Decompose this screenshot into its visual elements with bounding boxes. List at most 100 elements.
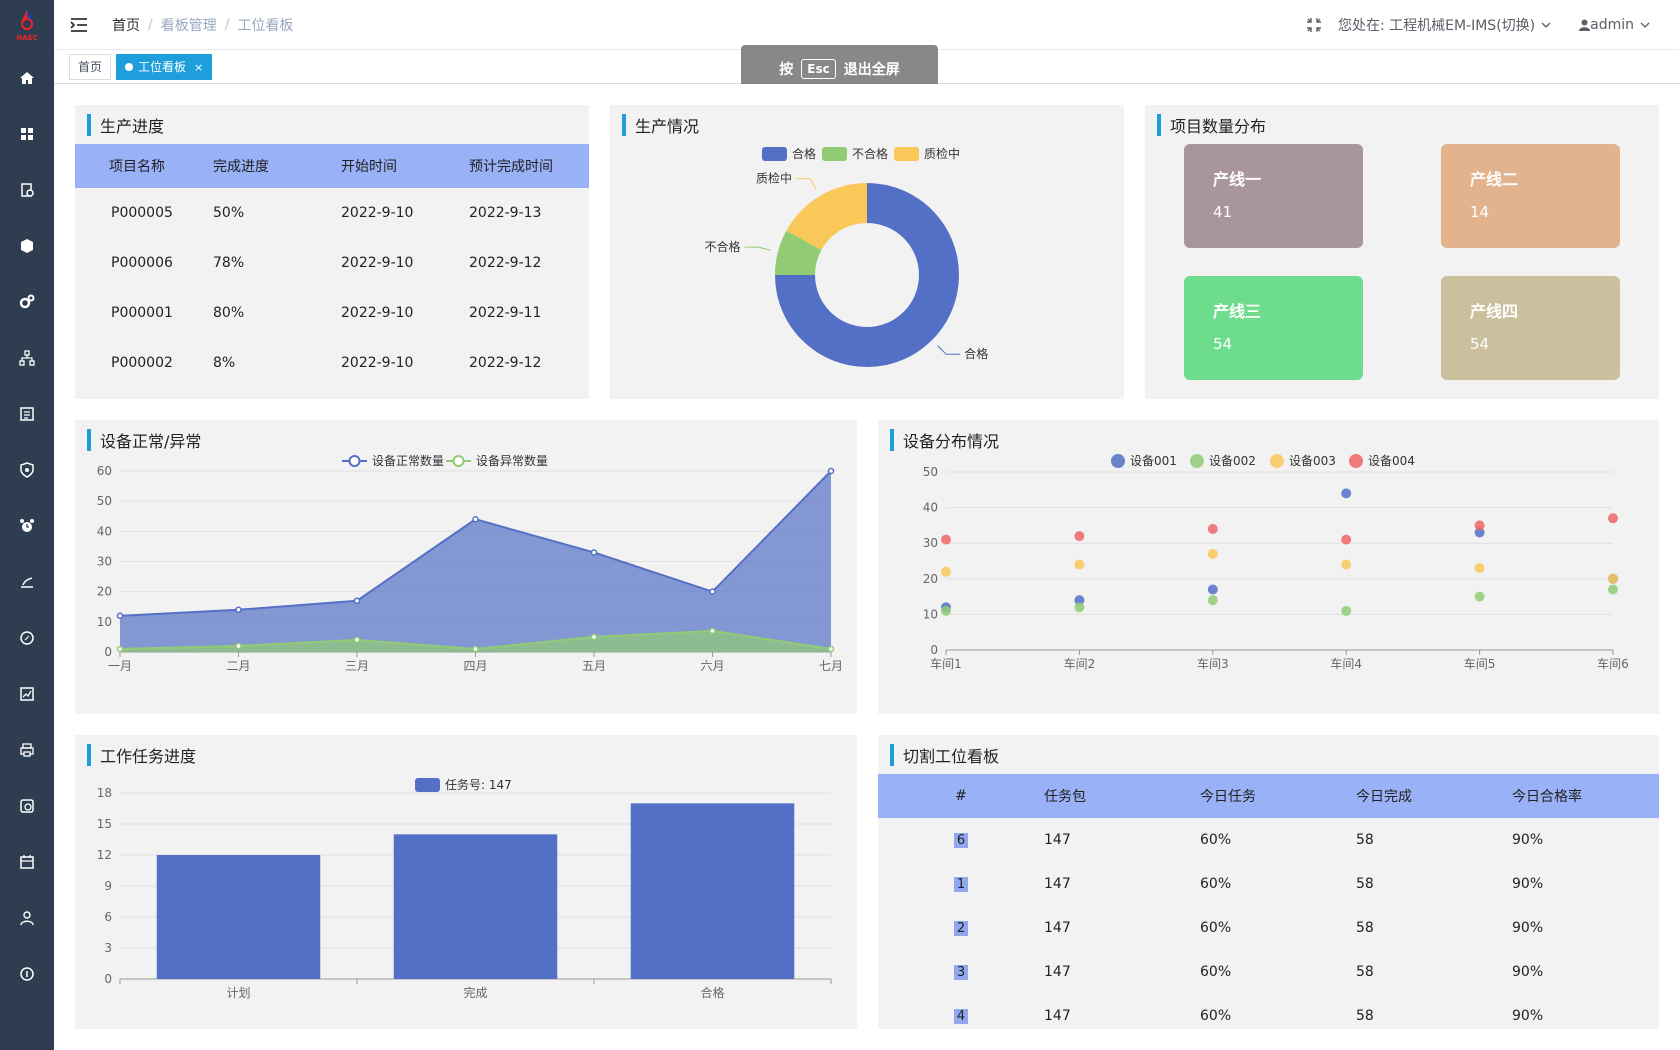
cutting-station-panel: 切割工位看板 # 任务包 今日任务 今日完成 今日合格率 6 147 60% 58 90… — [878, 735, 1659, 1029]
active-dot — [125, 63, 133, 71]
label-line — [744, 246, 771, 251]
table-row: P000005 50% 2022-9-10 2022-9-13 — [75, 188, 589, 238]
sidebar-item-document[interactable] — [0, 162, 54, 218]
table-row: 6 147 60% 58 90% — [878, 818, 1659, 862]
sidebar-item-printer[interactable] — [0, 722, 54, 778]
data-point — [235, 606, 242, 614]
data-point — [116, 612, 124, 620]
user-menu[interactable]: admin — [1579, 17, 1650, 33]
x-tick-label: 三月 — [345, 659, 369, 673]
table-cell: 58 — [1356, 920, 1374, 936]
table-cell: 2022-9-10 — [341, 305, 414, 321]
task-progress-panel: 工作任务进度 0 3 6 9 12 15 18 计划 完成 合格 任务号: 147 — [75, 735, 857, 1029]
y-tick-label: 30 — [923, 536, 938, 550]
x-tick-label: 合格 — [700, 985, 724, 1000]
sidebar-item-home[interactable] — [0, 50, 54, 106]
card-value: 41 — [1213, 203, 1233, 221]
document-icon — [21, 183, 34, 197]
sidebar-item-chart[interactable] — [0, 666, 54, 722]
table-cell: 50% — [213, 205, 245, 221]
scatter-point — [1608, 584, 1618, 595]
scatter-chart: 0 10 20 30 40 50 车间1 车间2 车间3 车间4 车间5 车间6 设备001 设备002 设… — [923, 454, 1629, 671]
table-header: 完成进度 — [213, 144, 341, 188]
panel-title: 切割工位看板 — [890, 743, 999, 767]
tag-station-board[interactable]: 工位看板 × — [116, 54, 213, 80]
card-name: 产线二 — [1470, 170, 1519, 189]
scatter-point — [1608, 573, 1618, 584]
title-bar — [87, 429, 91, 451]
line-card-4: 产线四 54 — [1441, 276, 1620, 380]
scatter-point — [941, 534, 951, 545]
sidebar-item-dashboard[interactable] — [0, 106, 54, 162]
panel-title: 设备正常/异常 — [87, 428, 201, 452]
sidebar-item-calendar[interactable] — [0, 834, 54, 890]
scatter-point — [1074, 531, 1085, 542]
table-header: 项目名称 — [75, 144, 213, 188]
slice-label: 质检中 — [756, 171, 792, 186]
person-icon — [20, 911, 34, 926]
scatter-point — [1474, 527, 1485, 538]
location-switcher[interactable]: 您处在: 工程机械EM-IMS(切换) — [1338, 15, 1551, 35]
title-bar — [87, 114, 91, 136]
svg-text:NAEC: NAEC — [16, 34, 37, 42]
table-cell: P000001 — [111, 305, 173, 321]
y-tick-label: 0 — [104, 645, 112, 659]
sidebar-item-compass[interactable] — [0, 610, 54, 666]
scatter-point — [1474, 591, 1485, 602]
scatter-point — [1341, 559, 1352, 570]
table-header: 任务包 — [1044, 774, 1200, 818]
table-cell: 60% — [1200, 876, 1232, 892]
fullscreen-exit-icon[interactable] — [1306, 17, 1322, 33]
disk-icon — [20, 799, 34, 813]
shield-icon — [20, 462, 34, 478]
donut-slice — [775, 230, 822, 275]
tag-label: 工位看板 — [138, 60, 187, 74]
sidebar-item-network[interactable] — [0, 330, 54, 386]
x-tick-label: 车间4 — [1330, 656, 1362, 671]
x-tick-label: 车间1 — [930, 656, 962, 671]
sidebar-item-disk[interactable] — [0, 778, 54, 834]
location-label: 您处在: 工程机械EM-IMS(切换) — [1337, 18, 1536, 34]
panel-title-text: 生产进度 — [100, 117, 165, 136]
hamburger-icon[interactable] — [70, 16, 88, 34]
sidebar-item-about[interactable] — [0, 946, 54, 1002]
top-header: 首页 / 看板管理 / 工位看板 您处在: 工程机械EM-IMS(切换) adm… — [54, 0, 1680, 50]
sidebar-item-alarm[interactable] — [0, 498, 54, 554]
data-point — [116, 645, 124, 653]
data-point — [353, 597, 361, 604]
table-cell: 58 — [1356, 832, 1374, 848]
card-value: 54 — [1470, 335, 1490, 353]
sidebar-item-report[interactable] — [0, 386, 54, 442]
table-cell: P000006 — [111, 255, 173, 271]
table-cell: 147 — [1044, 1008, 1071, 1024]
legend-label: 设备001 — [1130, 454, 1177, 468]
scatter-point — [1207, 548, 1218, 559]
close-icon[interactable]: × — [194, 61, 204, 74]
sidebar-item-person[interactable] — [0, 890, 54, 946]
y-tick-label: 0 — [104, 972, 112, 986]
logo-icon: NAEC — [16, 10, 38, 42]
table-cell: 2022-9-10 — [341, 205, 414, 221]
data-point — [353, 636, 361, 644]
sidebar-item-box[interactable] — [0, 218, 54, 274]
card-value: 14 — [1470, 203, 1490, 221]
breadcrumb-home[interactable]: 首页 — [112, 17, 140, 34]
header-right: 您处在: 工程机械EM-IMS(切换) admin — [1306, 0, 1650, 50]
tag-home[interactable]: 首页 — [69, 54, 112, 80]
y-tick-label: 30 — [97, 555, 112, 569]
sidebar-item-gears[interactable] — [0, 274, 54, 330]
title-bar — [1157, 114, 1161, 136]
sidebar-item-shield[interactable] — [0, 442, 54, 498]
row-index-badge: 1 — [953, 877, 969, 892]
y-tick-label: 15 — [97, 817, 112, 831]
scatter-point — [1474, 520, 1485, 531]
tag-label: 首页 — [78, 60, 103, 74]
x-tick-label: 计划 — [226, 986, 250, 1000]
cutting-table: # 任务包 今日任务 今日完成 今日合格率 6 147 60% 58 90% 1 147 6… — [878, 774, 1659, 1038]
sidebar-item-tool[interactable] — [0, 554, 54, 610]
table-cell: P000005 — [111, 205, 173, 221]
table-cell: 2022-9-12 — [469, 255, 542, 271]
y-tick-label: 50 — [97, 494, 112, 508]
breadcrumb: 首页 / 看板管理 / 工位看板 — [112, 15, 293, 35]
table-cell: 147 — [1044, 876, 1071, 892]
